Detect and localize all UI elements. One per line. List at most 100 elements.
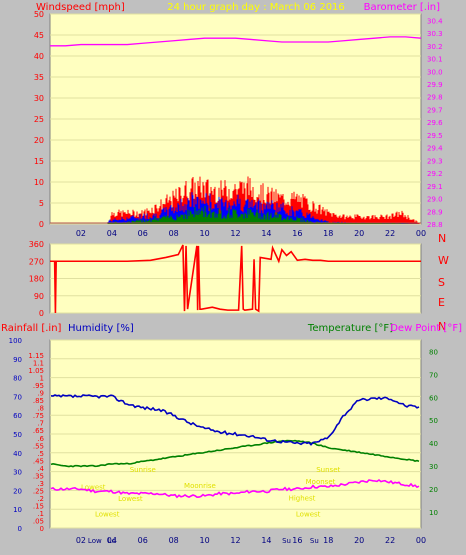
tick-label: 30.3	[427, 30, 443, 38]
annotation-label: Sunset	[316, 466, 340, 474]
tick-label: 08	[169, 536, 179, 545]
tick-label: 30.0	[427, 68, 443, 76]
tick-label: 29.8	[427, 94, 443, 102]
tick-label: 08	[169, 229, 179, 238]
compass-letter: W	[438, 254, 449, 267]
direction-tick-labels: 0 90 180 270 360	[29, 240, 44, 318]
annotation-label: Lowest	[81, 483, 106, 491]
tick-label: .95	[33, 382, 44, 390]
tick-label: 29.5	[427, 132, 443, 140]
tick-label: 50	[34, 10, 44, 19]
tick-label: 90	[34, 292, 44, 301]
tick-label: 5	[39, 199, 44, 208]
gridlines	[50, 339, 421, 529]
annotation-label: Lowest	[296, 511, 321, 519]
tick-label: 14	[261, 229, 271, 238]
barometer-series	[50, 36, 422, 47]
tick-label: 80	[13, 375, 22, 383]
tick-label: 1.05	[28, 367, 44, 375]
tick-label: 0	[39, 309, 44, 318]
tick-label: 30.1	[427, 56, 443, 64]
tick-label: 12	[230, 229, 240, 238]
rainfall-axis-label: Rainfall [.in]	[1, 323, 62, 334]
gridlines	[50, 13, 421, 225]
compass-letter: S	[438, 276, 445, 289]
tick-label: 30.4	[427, 17, 443, 25]
tick-label: .7	[37, 420, 44, 428]
tick-label: 20	[429, 486, 438, 494]
annotation-label: Highest	[289, 494, 316, 502]
annotation-label: Lowest	[95, 511, 120, 519]
tick-label: 20	[34, 136, 44, 145]
tick-label: 29.4	[427, 145, 443, 153]
tick-label: 1	[40, 375, 44, 383]
barometer-axis-label: Barometer [.in]	[364, 2, 440, 13]
tick-label: .2	[37, 495, 44, 503]
sun-event-label: Low	[88, 537, 102, 545]
compass-letter: E	[438, 296, 445, 309]
tick-label: 45	[34, 31, 44, 40]
tick-label: 0	[39, 220, 44, 229]
tick-label: 30	[13, 469, 22, 477]
humidity-tick-labels: 0 10 20 30 40 50 60 70 80 90 100	[9, 337, 22, 533]
tick-label: 18	[323, 229, 333, 238]
tick-label: 22	[385, 229, 395, 238]
windspeed-tick-labels: 0 5 10 15 20 25 30 35 40 45 50	[34, 10, 44, 229]
tick-label: 10	[429, 509, 438, 517]
tick-label: 10	[199, 229, 209, 238]
tick-label: 16	[292, 229, 302, 238]
tick-label: 360	[29, 240, 44, 249]
tick-label: .05	[33, 517, 44, 525]
temperature-humidity-panel: Rainfall [.in] Humidity [%] Temperature …	[1, 323, 462, 545]
tick-label: 50	[429, 417, 438, 425]
tick-label: 270	[29, 257, 44, 266]
tick-label: 29.6	[427, 119, 443, 127]
graph-title: 24 hour graph day : March 06 2016	[167, 2, 345, 13]
tick-label: .1	[37, 510, 44, 518]
annotation-label: Moonset	[306, 478, 336, 486]
tick-label: 1.15	[28, 352, 44, 360]
tick-label: .3	[37, 480, 44, 488]
sun-event-label: Su	[310, 537, 319, 545]
annotations: Sunrise Sunset Moonrise Moonset Lowest Lowest…	[81, 466, 340, 519]
tick-label: .85	[33, 397, 44, 405]
temperature-series	[50, 439, 420, 468]
tick-label: 20	[13, 487, 22, 495]
tick-label: 0	[40, 525, 44, 533]
tick-label: 40	[34, 52, 44, 61]
tick-label: .25	[33, 487, 44, 495]
tick-label: 30.2	[427, 43, 443, 51]
tick-label: 1.1	[33, 360, 44, 368]
annotation-label: Moonrise	[184, 482, 216, 490]
tick-label: .4	[37, 465, 44, 473]
tick-label: 12	[230, 536, 240, 545]
dewpoint-axis-label: Dew Point [°F]	[390, 323, 462, 334]
tick-label: 80	[429, 348, 438, 356]
tick-label: .15	[33, 502, 44, 510]
tick-label: 20	[354, 229, 364, 238]
tick-label: 29.7	[427, 106, 443, 114]
tick-label: 02	[76, 536, 86, 545]
tick-label: 02	[76, 229, 86, 238]
tick-label: 40	[13, 450, 22, 458]
tick-label: .65	[33, 427, 44, 435]
tick-label: 90	[13, 356, 22, 364]
tick-label: 100	[9, 337, 22, 345]
tick-label: 15	[34, 157, 44, 166]
tick-label: 60	[429, 394, 438, 402]
tick-label: 29.0	[427, 196, 443, 204]
barometer-tick-labels: 28.8 28.9 29.0 29.1 29.2 29.3 29.4 29.5 29.6 29.7…	[427, 17, 443, 229]
sun-event-label: Su	[282, 537, 291, 545]
tick-label: 29.2	[427, 170, 443, 178]
compass-letter: N	[438, 320, 446, 333]
tick-label: 00	[416, 536, 426, 545]
x-tick-labels: 02 04 06 08 10 12 14 16 18 20 22 00 Low Lo Su Su	[76, 536, 426, 545]
barometer-line	[50, 36, 422, 47]
windspeed-axis-label: Windspeed [mph]	[36, 2, 125, 13]
rainfall-tick-labels: 0.05.1.15.2.25.3.35.4.45.5.55.6.65.7.75.…	[28, 352, 44, 533]
tick-label: 0	[18, 525, 22, 533]
tick-label: 00	[416, 229, 426, 238]
tick-label: 10	[34, 178, 44, 187]
